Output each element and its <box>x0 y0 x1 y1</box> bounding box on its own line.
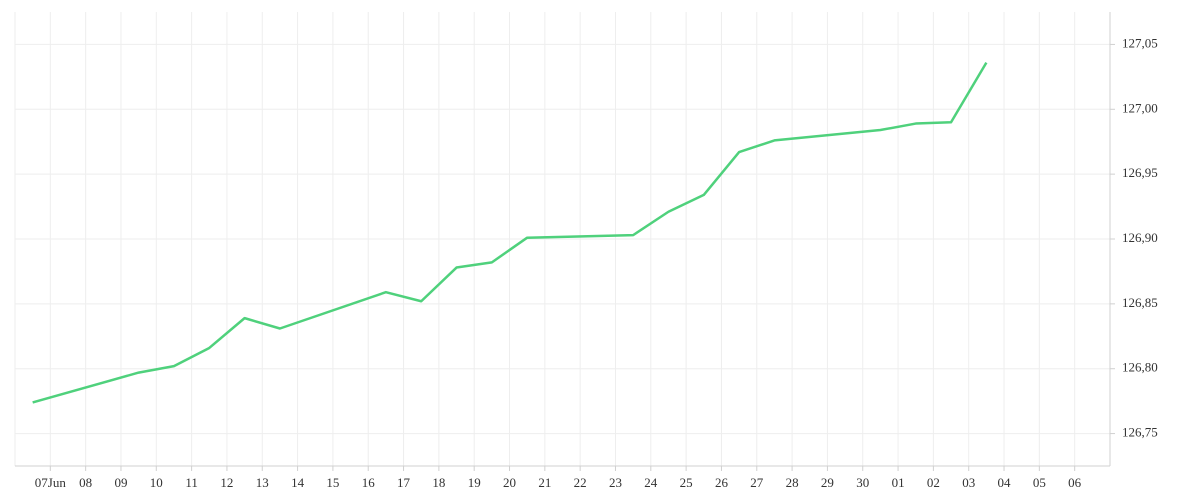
x-tick-label: 27 <box>750 475 764 490</box>
x-tick-label: 18 <box>432 475 445 490</box>
x-tick-label: 05 <box>1033 475 1046 490</box>
x-tick-label: 19 <box>468 475 481 490</box>
x-tick-label: 20 <box>503 475 516 490</box>
x-tick-label: 07Jun <box>35 475 67 490</box>
x-tick-label: 06 <box>1068 475 1082 490</box>
x-tick-label: 26 <box>715 475 729 490</box>
x-tick-label: 02 <box>927 475 940 490</box>
y-tick-label: 126,95 <box>1122 165 1158 180</box>
x-tick-label: 13 <box>256 475 269 490</box>
x-tick-label: 23 <box>609 475 622 490</box>
x-tick-label: 15 <box>326 475 339 490</box>
x-tick-label: 01 <box>892 475 905 490</box>
y-tick-label: 127,00 <box>1122 100 1158 115</box>
x-tick-label: 21 <box>538 475 551 490</box>
x-tick-label: 24 <box>644 475 658 490</box>
x-tick-label: 09 <box>114 475 127 490</box>
x-tick-label: 30 <box>856 475 869 490</box>
x-tick-label: 12 <box>220 475 233 490</box>
x-tick-label: 14 <box>291 475 305 490</box>
x-tick-label: 10 <box>150 475 163 490</box>
x-tick-label: 08 <box>79 475 92 490</box>
x-tick-label: 29 <box>821 475 834 490</box>
x-tick-label: 16 <box>362 475 376 490</box>
x-tick-label: 28 <box>786 475 799 490</box>
x-tick-label: 25 <box>680 475 693 490</box>
y-tick-label: 126,75 <box>1122 425 1158 440</box>
x-tick-label: 03 <box>962 475 975 490</box>
x-tick-label: 17 <box>397 475 411 490</box>
y-tick-label: 126,90 <box>1122 230 1158 245</box>
line-series <box>32 61 988 404</box>
y-tick-label: 127,05 <box>1122 35 1158 50</box>
x-tick-label: 22 <box>574 475 587 490</box>
y-tick-label: 126,80 <box>1122 360 1158 375</box>
y-tick-label: 126,85 <box>1122 295 1158 310</box>
x-tick-label: 11 <box>185 475 198 490</box>
x-tick-label: 04 <box>998 475 1012 490</box>
